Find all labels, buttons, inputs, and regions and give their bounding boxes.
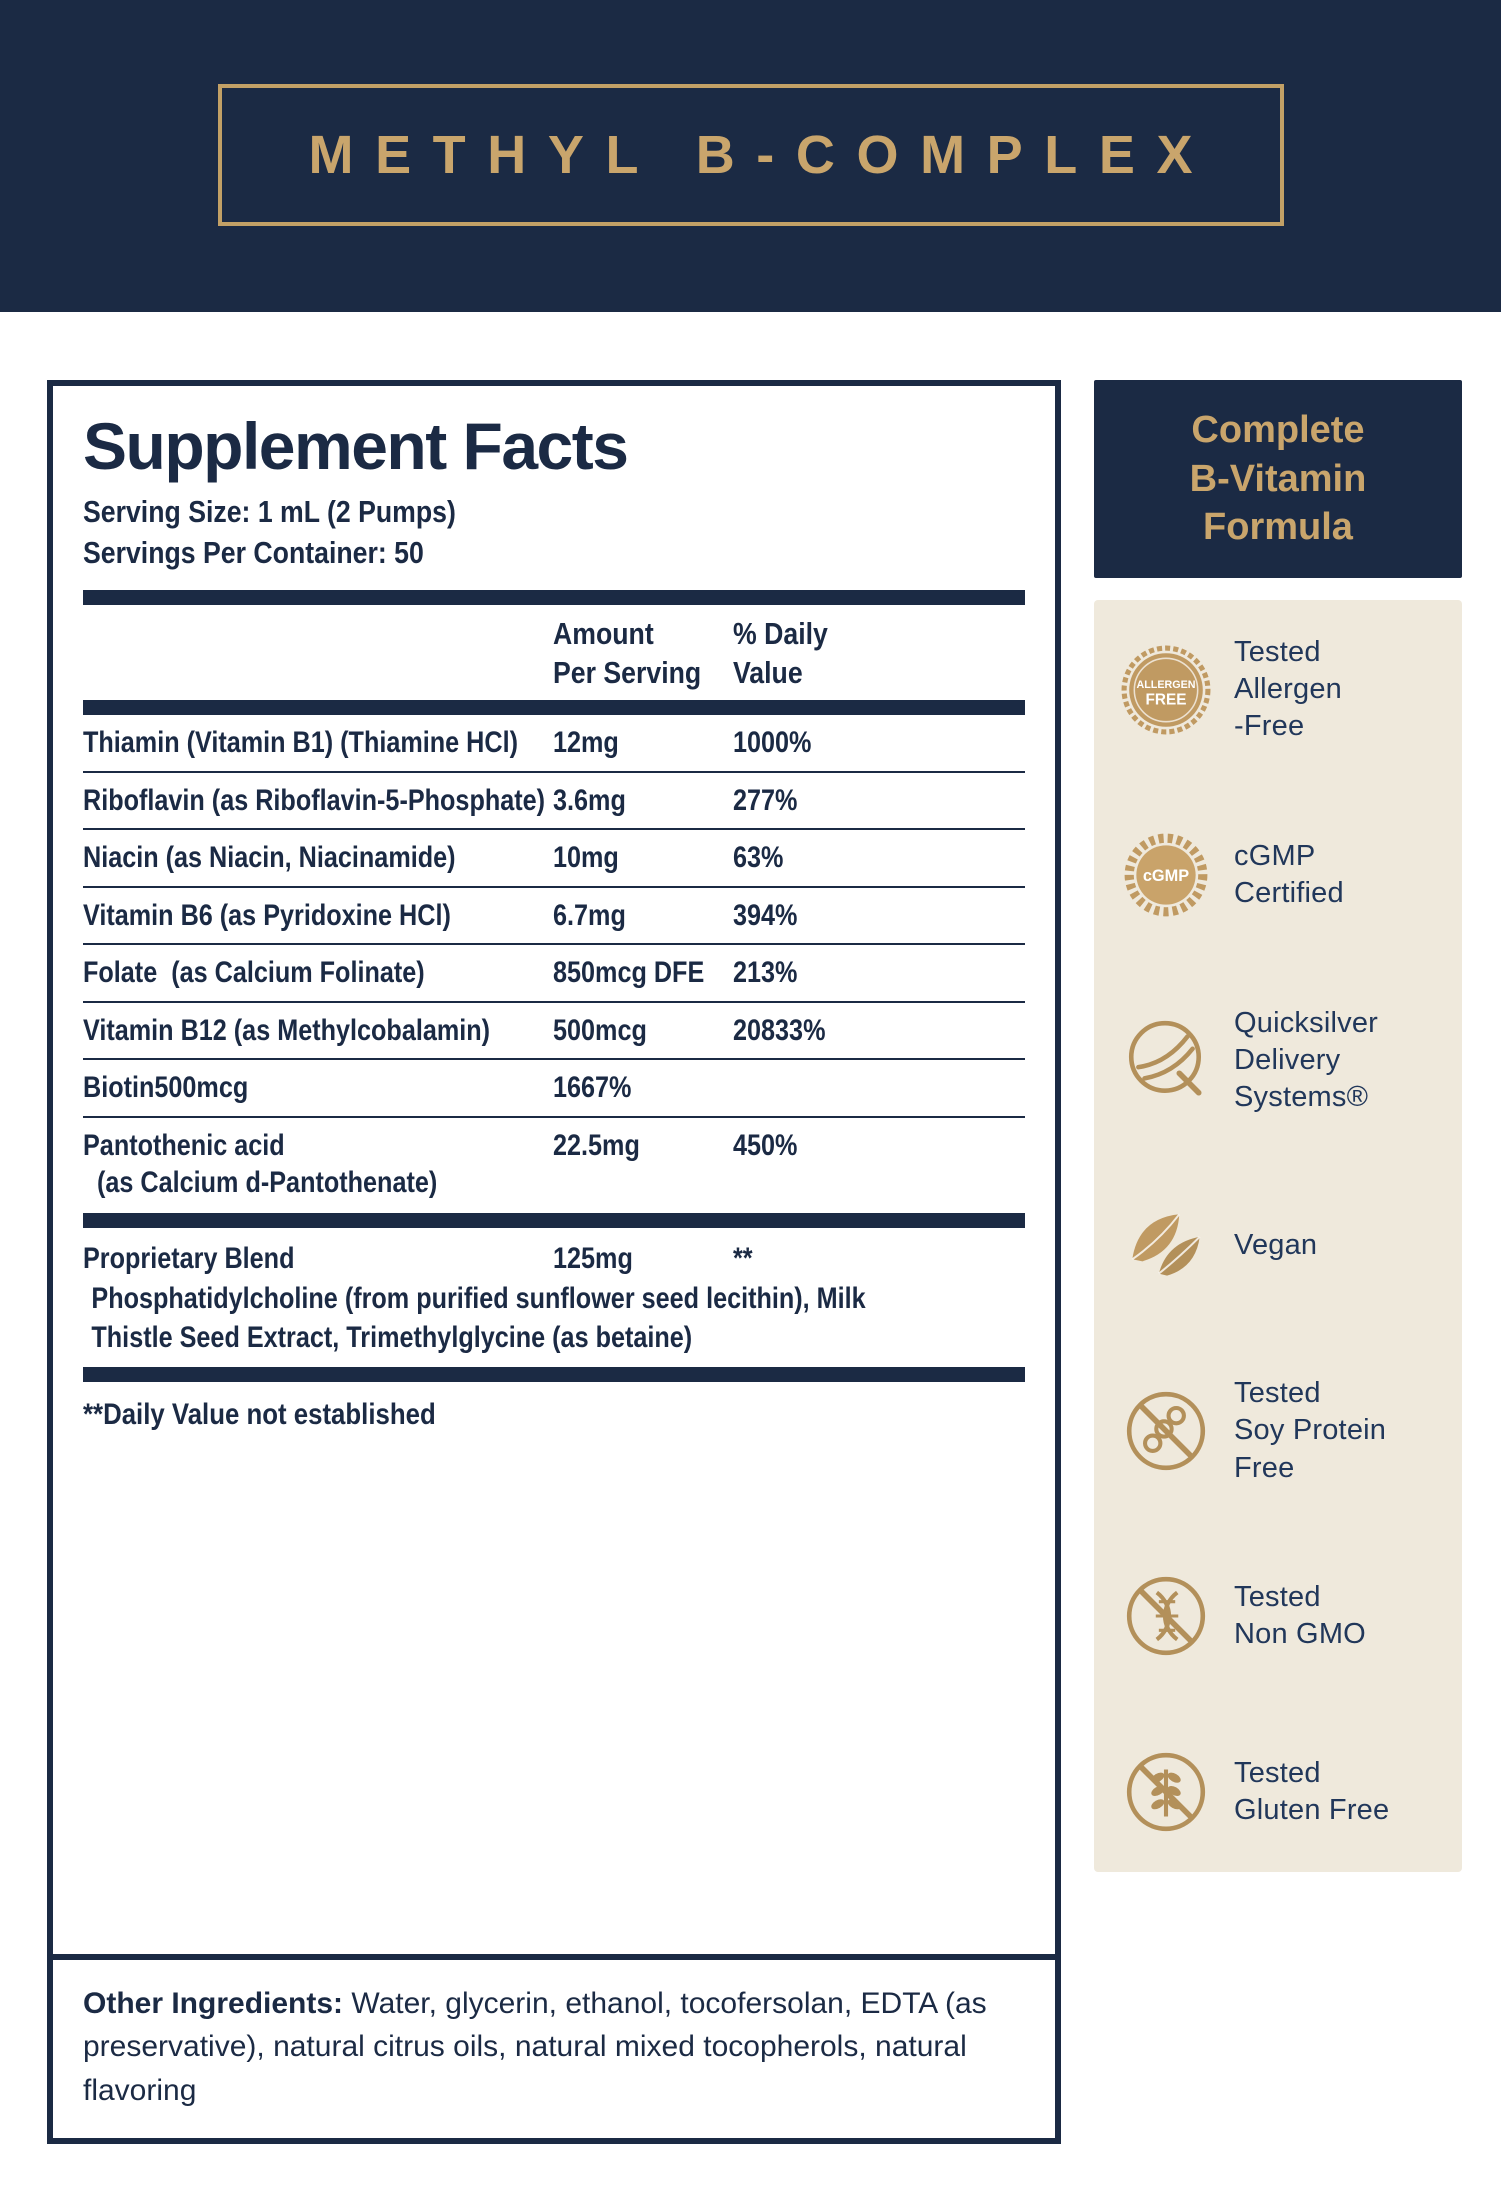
- facts-divider-thick: [83, 700, 1025, 716]
- nutrient-amount: 1667%: [553, 1071, 632, 1105]
- proprietary-blend-row: Proprietary Blend 125mg **: [83, 1228, 1025, 1280]
- nutrient-row: Niacin (as Niacin, Niacinamide) 10mg 63%: [83, 830, 1025, 888]
- header-band: METHYL B-COMPLEX: [0, 0, 1501, 312]
- soy-free-icon: [1120, 1385, 1212, 1477]
- servings-per-container: Servings Per Container: 50: [83, 534, 424, 570]
- gluten-free-icon: [1120, 1746, 1212, 1838]
- badge-vegan: Vegan: [1120, 1200, 1442, 1292]
- svg-text:FREE: FREE: [1146, 691, 1187, 708]
- vegan-leaf-icon: [1120, 1200, 1212, 1292]
- svg-text:cGMP: cGMP: [1143, 867, 1189, 885]
- non-gmo-icon: [1120, 1570, 1212, 1662]
- nutrient-row: Riboflavin (as Riboflavin-5-Phosphate) 3…: [83, 773, 1025, 831]
- cgmp-seal-icon: cGMP: [1120, 829, 1212, 921]
- badge-gluten-free: Tested Gluten Free: [1120, 1746, 1442, 1838]
- nutrient-daily-value: 63%: [733, 841, 784, 875]
- blend-amount: 125mg: [553, 1241, 633, 1275]
- nutrient-amount: 10mg: [553, 841, 619, 875]
- nutrient-daily-value: 1000%: [733, 726, 812, 760]
- nutrient-amount: 500mcg: [553, 1013, 647, 1047]
- other-ingredients-text: Water, glycerin, ethanol, tocofersolan, …: [83, 1986, 987, 2107]
- nutrient-name: Folate (as Calcium Folinate): [83, 956, 425, 990]
- nutrient-name: Biotin500mcg: [83, 1071, 249, 1105]
- nutrient-row: Biotin500mcg 1667%: [83, 1060, 1025, 1118]
- badge-quicksilver: Quicksilver Delivery Systems®: [1120, 1005, 1442, 1116]
- supplement-facts-panel: Supplement Facts Serving Size: 1 mL (2 P…: [47, 380, 1061, 2144]
- product-title: METHYL B-COMPLEX: [308, 125, 1215, 185]
- nutrient-amount: 6.7mg: [553, 898, 626, 932]
- quicksilver-logo-icon: [1120, 1014, 1212, 1106]
- serving-size: Serving Size: 1 mL (2 Pumps): [83, 494, 456, 529]
- nutrient-name: Pantothenic acid (as Calcium d-Pantothen…: [83, 1128, 438, 1200]
- badge-label: Vegan: [1234, 1229, 1318, 1262]
- blend-description: Phosphatidylcholine (from purified sunfl…: [91, 1282, 866, 1355]
- facts-body: Supplement Facts Serving Size: 1 mL (2 P…: [53, 386, 1055, 1954]
- nutrient-name: Niacin (as Niacin, Niacinamide): [83, 841, 456, 875]
- blend-daily-value: **: [733, 1241, 753, 1275]
- facts-divider-thick: [83, 1367, 1025, 1383]
- nutrient-amount: 3.6mg: [553, 783, 626, 817]
- daily-value-footnote: **Daily Value not established: [83, 1398, 436, 1432]
- nutrient-daily-value: 394%: [733, 898, 798, 932]
- badge-label: Tested Gluten Free: [1234, 1756, 1390, 1826]
- svg-text:ALLERGEN: ALLERGEN: [1137, 679, 1196, 691]
- badge-label: Tested Non GMO: [1234, 1581, 1366, 1651]
- blend-name: Proprietary Blend: [83, 1241, 295, 1275]
- badge-soy-free: Tested Soy Protein Free: [1120, 1375, 1442, 1486]
- nutrient-amount: 12mg: [553, 726, 619, 760]
- nutrient-daily-value: 20833%: [733, 1013, 826, 1047]
- nutrient-daily-value: 277%: [733, 783, 798, 817]
- badge-non-gmo: Tested Non GMO: [1120, 1570, 1442, 1662]
- nutrient-name: Riboflavin (as Riboflavin-5-Phosphate): [83, 783, 546, 817]
- badge-label: Tested Soy Protein Free: [1234, 1377, 1387, 1484]
- nutrient-row: Vitamin B12 (as Methylcobalamin) 500mcg …: [83, 1003, 1025, 1061]
- badge-label: cGMP Certified: [1234, 839, 1344, 909]
- nutrient-amount: 850mcg DFE: [553, 956, 705, 990]
- badge-label: Quicksilver Delivery Systems®: [1234, 1006, 1378, 1113]
- facts-divider-thick: [83, 1212, 1025, 1228]
- nutrient-name: Vitamin B12 (as Methylcobalamin): [83, 1013, 491, 1047]
- other-ingredients-section: Other Ingredients: Water, glycerin, etha…: [53, 1953, 1055, 2139]
- nutrient-row: Vitamin B6 (as Pyridoxine HCl) 6.7mg 394…: [83, 888, 1025, 946]
- nutrient-row: Folate (as Calcium Folinate) 850mcg DFE …: [83, 945, 1025, 1003]
- column-header-amount: Amount Per Serving: [553, 615, 702, 690]
- sidebar-title: Complete B-Vitamin Formula: [1094, 380, 1462, 578]
- nutrient-daily-value: 213%: [733, 956, 798, 990]
- column-header-daily-value: % Daily Value: [733, 615, 828, 690]
- allergen-free-badge-icon: ALLERGEN FREE: [1120, 644, 1212, 736]
- facts-title: Supplement Facts: [83, 409, 629, 483]
- nutrient-name: Thiamin (Vitamin B1) (Thiamine HCl): [83, 726, 518, 760]
- nutrient-amount: 22.5mg: [553, 1128, 640, 1162]
- badge-allergen-free: ALLERGEN FREE Tested Allergen -Free: [1120, 634, 1442, 745]
- badge-list: ALLERGEN FREE Tested Allergen -Free cGMP…: [1094, 600, 1462, 1872]
- other-ingredients-label: Other Ingredients:: [83, 1986, 344, 2020]
- nutrient-name: Vitamin B6 (as Pyridoxine HCl): [83, 898, 451, 932]
- sidebar: Complete B-Vitamin Formula ALLERGEN FREE…: [1094, 380, 1462, 1872]
- facts-header-row: Amount Per Serving % Daily Value: [83, 605, 1025, 701]
- facts-divider-thick: [83, 589, 1025, 605]
- badge-cgmp: cGMP cGMP Certified: [1120, 829, 1442, 921]
- nutrient-row: Pantothenic acid (as Calcium d-Pantothen…: [83, 1118, 1025, 1211]
- nutrient-row: Thiamin (Vitamin B1) (Thiamine HCl) 12mg…: [83, 715, 1025, 773]
- nutrient-daily-value: 450%: [733, 1128, 798, 1162]
- badge-label: Tested Allergen -Free: [1234, 636, 1342, 743]
- product-title-box: METHYL B-COMPLEX: [217, 84, 1284, 226]
